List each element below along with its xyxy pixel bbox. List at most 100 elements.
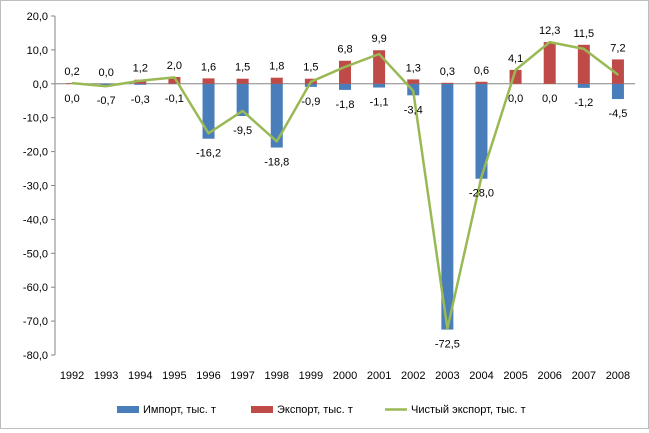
import-data-label: -1,8 <box>336 99 355 111</box>
x-tick-label: 2000 <box>333 370 357 382</box>
import-data-label: -0,7 <box>97 95 116 107</box>
y-tick-label: -80,0 <box>23 350 48 362</box>
import-data-label: -28,0 <box>469 188 494 200</box>
legend-export: Экспорт, тыс. т <box>251 404 353 416</box>
import-data-label: -0,3 <box>131 94 150 106</box>
import-data-label: -4,5 <box>608 108 627 120</box>
export-bar <box>544 42 556 84</box>
export-data-label: 0,0 <box>99 67 114 79</box>
export-data-label: 2,0 <box>167 60 182 72</box>
export-data-label: 6,8 <box>337 44 352 56</box>
import-bar <box>578 84 590 88</box>
export-bar <box>441 83 453 84</box>
x-tick-label: 1992 <box>60 370 84 382</box>
x-tick-label: 2006 <box>537 370 561 382</box>
import-data-label: 0,0 <box>508 93 523 105</box>
x-tick-label: 1995 <box>162 370 186 382</box>
import-data-label: -3,4 <box>404 104 423 116</box>
legend-net-export: Чистый экспорт, тыс. т <box>385 404 526 416</box>
net-export-point <box>242 110 244 112</box>
bars-group <box>66 42 624 329</box>
x-tick-label: 1999 <box>299 370 323 382</box>
import-data-label: -1,1 <box>370 97 389 109</box>
export-data-label: 7,2 <box>610 42 625 54</box>
export-data-label: 1,8 <box>269 61 284 73</box>
x-tick-label: 1993 <box>94 370 118 382</box>
export-data-label: 0,2 <box>64 66 79 78</box>
y-tick-label: 0,0 <box>33 79 48 91</box>
legend-label: Экспорт, тыс. т <box>277 404 353 416</box>
y-tick-label: -60,0 <box>23 282 48 294</box>
y-tick-label: -10,0 <box>23 113 48 125</box>
x-tick-label: 2001 <box>367 370 391 382</box>
export-bar <box>407 79 419 83</box>
import-data-label: 0,0 <box>542 93 557 105</box>
import-bar <box>373 84 385 88</box>
axes-group: 20,0 10,0 0,0 -10,0 -20,0 -30,0 -40,0 -50,0 -60,… <box>23 11 635 382</box>
net-export-point <box>139 80 141 82</box>
y-tick-label: 10,0 <box>27 45 48 57</box>
export-data-label: 12,3 <box>539 25 560 37</box>
net-export-point <box>344 66 346 68</box>
import-data-label: -0,9 <box>301 96 320 108</box>
legend-swatch <box>251 406 273 413</box>
import-bar <box>134 84 146 85</box>
net-export-point <box>71 82 73 84</box>
export-data-label: 1,3 <box>406 62 421 74</box>
net-export-point <box>617 74 619 76</box>
import-data-label: -1,2 <box>574 97 593 109</box>
export-data-label: 1,5 <box>303 62 318 74</box>
x-tick-label: 2004 <box>469 370 493 382</box>
net-export-point <box>515 69 517 71</box>
y-tick-label: -70,0 <box>23 316 48 328</box>
net-export-point <box>412 90 414 92</box>
legend-label: Импорт, тыс. т <box>143 404 216 416</box>
net-export-point <box>583 48 585 50</box>
export-bar <box>237 79 249 84</box>
net-export-point <box>310 81 312 83</box>
x-tick-label: 1997 <box>230 370 254 382</box>
x-tick-label: 1998 <box>265 370 289 382</box>
import-data-label: -72,5 <box>435 339 460 351</box>
x-tick-label: 2008 <box>606 370 630 382</box>
import-data-label: -0,1 <box>165 93 184 105</box>
y-tick-label: -40,0 <box>23 214 48 226</box>
export-bar <box>203 78 215 83</box>
import-data-label: -18,8 <box>264 157 289 169</box>
y-tick-label: 20,0 <box>27 11 48 23</box>
export-data-label: 4,1 <box>508 53 523 65</box>
y-tick-label: -30,0 <box>23 181 48 193</box>
net-export-point <box>208 132 210 134</box>
export-data-label: 11,5 <box>574 28 595 40</box>
net-export-point <box>378 53 380 55</box>
y-tick-label: -50,0 <box>23 248 48 260</box>
import-data-label: -16,2 <box>196 148 221 160</box>
y-tick-label: -20,0 <box>23 147 48 159</box>
net-export-point <box>105 85 107 87</box>
x-tick-label: 1996 <box>196 370 220 382</box>
x-tick-label: 2002 <box>401 370 425 382</box>
net-export-point <box>174 77 176 79</box>
x-tick-label: 2005 <box>503 370 527 382</box>
export-data-label: 0,3 <box>440 66 455 78</box>
net-export-point <box>276 141 278 143</box>
legend: Импорт, тыс. т Экспорт, тыс. т Чистый эксп… <box>117 404 526 416</box>
net-export-point <box>481 176 483 178</box>
import-data-label: 0,0 <box>64 93 79 105</box>
x-tick-label: 2003 <box>435 370 459 382</box>
export-bar <box>475 82 487 84</box>
export-data-label: 1,6 <box>201 61 216 73</box>
export-data-label: 9,9 <box>371 33 386 45</box>
legend-import: Импорт, тыс. т <box>117 404 216 416</box>
export-data-label: 1,5 <box>235 62 250 74</box>
legend-label: Чистый экспорт, тыс. т <box>411 404 526 416</box>
import-data-label: -9,5 <box>233 125 252 137</box>
net-export-point <box>447 328 449 330</box>
export-data-label: 0,6 <box>474 65 489 77</box>
x-tick-label: 1994 <box>128 370 152 382</box>
legend-swatch <box>117 406 139 413</box>
x-tick-label: 2007 <box>572 370 596 382</box>
import-bar <box>612 84 624 99</box>
